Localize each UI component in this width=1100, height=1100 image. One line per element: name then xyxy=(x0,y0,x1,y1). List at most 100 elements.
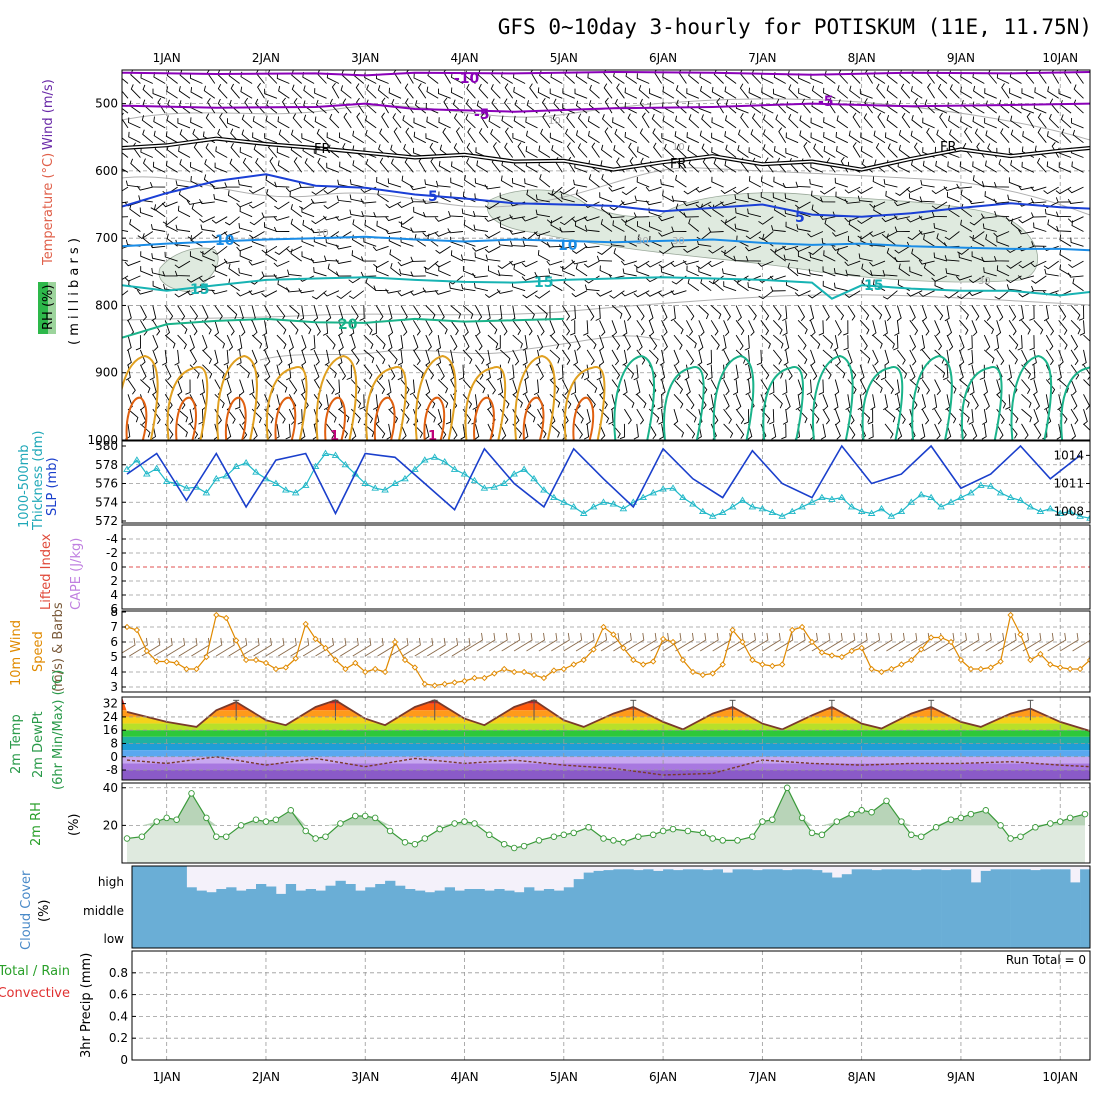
wind-barb xyxy=(909,305,916,322)
wind-barb xyxy=(355,83,365,99)
wind-barb xyxy=(535,209,550,218)
wind-barb xyxy=(122,137,129,144)
wind-barb xyxy=(795,181,811,188)
wind-barb xyxy=(343,112,352,129)
wind-barb xyxy=(512,379,518,396)
warm-loop xyxy=(663,365,705,440)
rh2m-marker xyxy=(917,833,925,840)
label-minus5-a: -5 xyxy=(474,107,490,123)
wind-barb xyxy=(453,113,464,129)
wind10m-barb xyxy=(439,637,459,657)
wind-barb xyxy=(424,179,439,188)
wind-barb xyxy=(797,334,807,350)
wind-barb xyxy=(276,305,286,321)
cloud-bar xyxy=(901,869,912,948)
wind-barb xyxy=(293,157,303,173)
wind-barb xyxy=(300,379,306,396)
wind-barb xyxy=(972,235,985,247)
rh-line-c xyxy=(122,294,1090,321)
wind-barb xyxy=(214,305,223,321)
wind10m-barb xyxy=(898,632,918,652)
day-label-bottom: 3JAN xyxy=(351,1070,379,1084)
wind-barb xyxy=(177,118,191,129)
wind-barb xyxy=(787,70,799,84)
wind-barb xyxy=(774,248,786,262)
wind-barb xyxy=(1018,185,1034,191)
thickness-marker xyxy=(1026,503,1035,510)
wind-barb xyxy=(549,393,561,408)
temp2m-line xyxy=(126,699,1090,732)
thickness-marker xyxy=(718,508,727,516)
wind-barb xyxy=(229,158,240,173)
wind-barb xyxy=(485,305,491,322)
wind-barb xyxy=(425,364,435,380)
wind-barb xyxy=(236,201,253,208)
wind-barb xyxy=(199,198,215,205)
wind-barb xyxy=(745,379,751,396)
wind-barb xyxy=(1071,117,1084,129)
wind-barb xyxy=(910,86,923,99)
wind-barb xyxy=(871,320,877,337)
wind10m-marker xyxy=(828,652,836,659)
wind-barb xyxy=(317,157,327,173)
wind-barb xyxy=(875,142,886,158)
wind-barb xyxy=(237,179,253,188)
thickness-marker xyxy=(967,489,975,496)
wind-barb xyxy=(960,219,973,232)
wind-barb xyxy=(872,334,883,349)
wind-barb xyxy=(911,248,923,262)
rh2m-marker xyxy=(808,829,816,837)
cloud-bar xyxy=(871,870,882,948)
wind-barb xyxy=(584,284,600,292)
wind-barb xyxy=(303,100,315,114)
wind-barb xyxy=(565,128,576,144)
wind-barb xyxy=(872,349,879,366)
wind-barb xyxy=(782,379,788,396)
wind-barb xyxy=(501,115,513,129)
temp-band xyxy=(122,770,1090,780)
wind-barb xyxy=(212,245,228,255)
wind-barb xyxy=(982,409,988,425)
wind-barb xyxy=(810,162,824,173)
rh2m-marker xyxy=(262,818,270,825)
wind-barb xyxy=(211,184,228,190)
wind-barb xyxy=(721,335,727,351)
wind-barb xyxy=(934,305,944,321)
wind-barb xyxy=(772,364,784,379)
wind-barb xyxy=(325,237,340,247)
wind-barb xyxy=(770,245,786,253)
cloud-level-middle: middle xyxy=(83,904,124,918)
wind10m-barb xyxy=(302,637,322,657)
wind-barb xyxy=(1008,408,1019,424)
wind-barb xyxy=(226,320,235,336)
thickness-series xyxy=(123,449,1090,521)
wind-barb xyxy=(867,409,874,425)
cloud-bar xyxy=(1040,869,1051,948)
wind-barb xyxy=(1058,349,1064,366)
wind-barb xyxy=(264,88,278,99)
wind-barb xyxy=(848,130,861,144)
wind-barb xyxy=(622,268,637,277)
wind10m-marker xyxy=(183,665,190,673)
wind-barb xyxy=(972,101,985,114)
contour-labels: -10 -5 -5 FR FR FR 5 5 10 10 15 15 15 20… xyxy=(190,71,991,444)
wind-barb xyxy=(253,144,265,158)
wind-barb xyxy=(1006,260,1022,269)
wind-barb xyxy=(1030,364,1036,381)
cloud-bar xyxy=(653,870,664,948)
cloud-bar xyxy=(414,890,426,948)
wind10m-marker xyxy=(630,656,637,664)
wind-barb xyxy=(497,270,513,277)
wind-barb xyxy=(435,245,451,254)
wind-barb xyxy=(1031,241,1047,247)
wind-barb xyxy=(139,349,146,366)
wind-barb xyxy=(413,349,421,366)
thickness-marker xyxy=(828,495,836,502)
wind-barb xyxy=(931,211,948,218)
wind-barb xyxy=(574,220,588,232)
wind-barb xyxy=(624,305,632,321)
wind-barb xyxy=(273,216,290,221)
wind-barb xyxy=(723,320,730,337)
day-label-bottom: 1JAN xyxy=(153,1070,181,1084)
